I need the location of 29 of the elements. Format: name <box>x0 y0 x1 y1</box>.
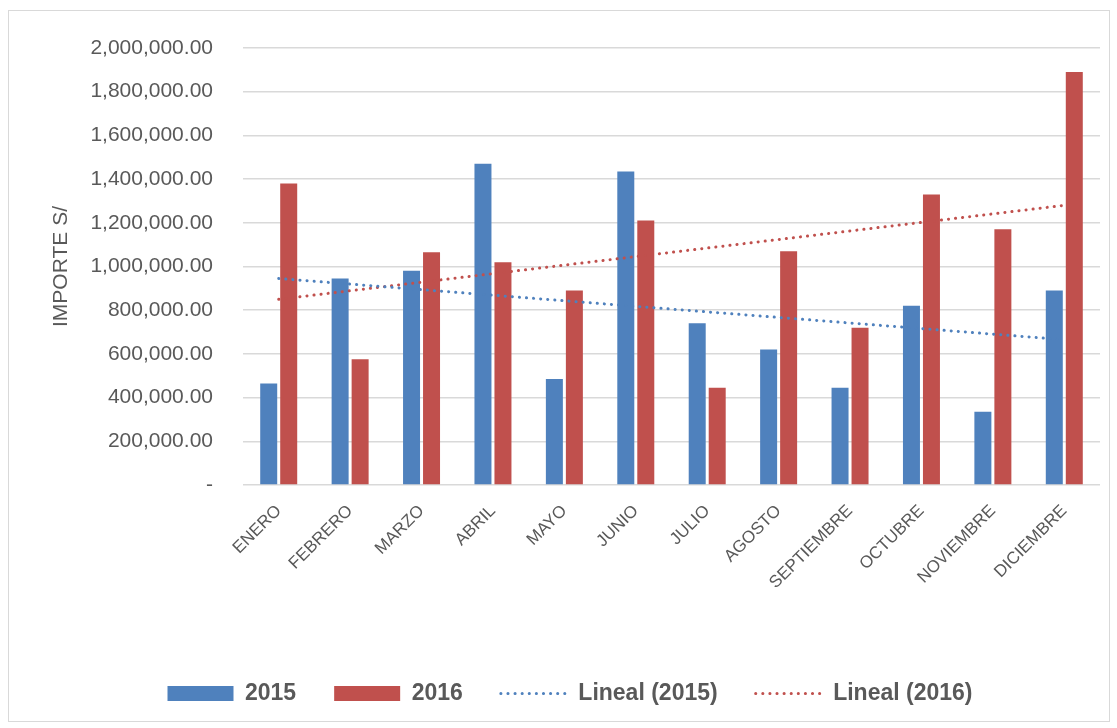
bar <box>974 411 992 485</box>
bar <box>545 379 563 485</box>
y-tick-label: 800,000.00 <box>107 297 213 320</box>
legend-label: Lineal (2016) <box>833 678 973 705</box>
legend-label: 2015 <box>245 678 297 705</box>
y-tick-label: 600,000.00 <box>107 340 213 364</box>
bar <box>708 387 726 485</box>
y-tick-label: 1,200,000.00 <box>90 209 213 233</box>
y-tick-label: 400,000.00 <box>107 384 213 408</box>
y-tick-label: 200,000.00 <box>107 428 213 452</box>
bar <box>780 251 798 485</box>
y-tick-label: - <box>206 471 213 495</box>
y-tick-label: 1,000,000.00 <box>90 253 213 277</box>
bar <box>351 359 369 485</box>
legend-label: Lineal (2015) <box>578 678 718 705</box>
y-tick-label: 1,800,000.00 <box>90 78 213 102</box>
y-tick-label: 2,000,000.00 <box>90 34 213 58</box>
y-tick-label: 1,400,000.00 <box>90 165 213 189</box>
bar <box>565 290 583 485</box>
bar <box>760 349 778 485</box>
y-axis-title: IMPORTE S/ <box>48 205 72 327</box>
bar <box>260 383 278 485</box>
bar <box>831 387 849 485</box>
bar <box>1065 72 1083 485</box>
bar <box>994 229 1012 485</box>
bar <box>688 323 706 485</box>
bar <box>851 327 869 485</box>
y-tick-label: 1,600,000.00 <box>90 122 213 146</box>
legend-label: 2016 <box>411 678 463 705</box>
